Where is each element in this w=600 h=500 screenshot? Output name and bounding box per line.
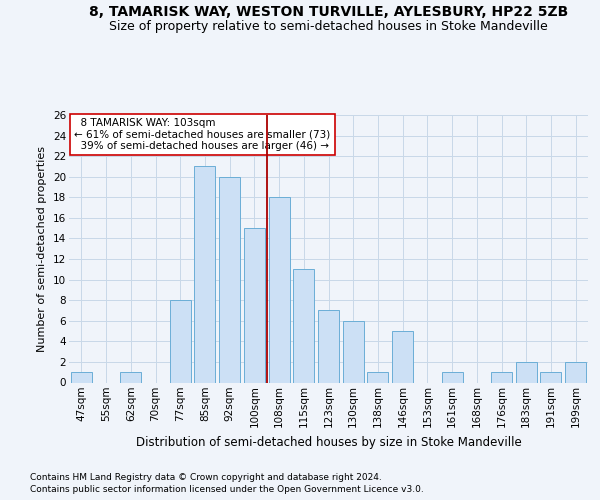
Text: Size of property relative to semi-detached houses in Stoke Mandeville: Size of property relative to semi-detach… [109, 20, 548, 33]
Text: 8, TAMARISK WAY, WESTON TURVILLE, AYLESBURY, HP22 5ZB: 8, TAMARISK WAY, WESTON TURVILLE, AYLESB… [89, 5, 568, 19]
Bar [71, 372, 92, 382]
Bar [318, 310, 339, 382]
Bar [293, 270, 314, 382]
Text: 8 TAMARISK WAY: 103sqm
← 61% of semi-detached houses are smaller (73)
  39% of s: 8 TAMARISK WAY: 103sqm ← 61% of semi-det… [74, 118, 331, 151]
Text: Distribution of semi-detached houses by size in Stoke Mandeville: Distribution of semi-detached houses by … [136, 436, 521, 449]
Text: Contains public sector information licensed under the Open Government Licence v3: Contains public sector information licen… [30, 485, 424, 494]
Bar [541, 372, 562, 382]
Bar [343, 321, 364, 382]
Bar [565, 362, 586, 382]
Bar [516, 362, 537, 382]
Bar [392, 331, 413, 382]
Bar [194, 166, 215, 382]
Y-axis label: Number of semi-detached properties: Number of semi-detached properties [37, 146, 47, 352]
Bar [442, 372, 463, 382]
Text: Contains HM Land Registry data © Crown copyright and database right 2024.: Contains HM Land Registry data © Crown c… [30, 472, 382, 482]
Bar [120, 372, 141, 382]
Bar [491, 372, 512, 382]
Bar [367, 372, 388, 382]
Bar [244, 228, 265, 382]
Bar [219, 176, 240, 382]
Bar [170, 300, 191, 382]
Bar [269, 198, 290, 382]
